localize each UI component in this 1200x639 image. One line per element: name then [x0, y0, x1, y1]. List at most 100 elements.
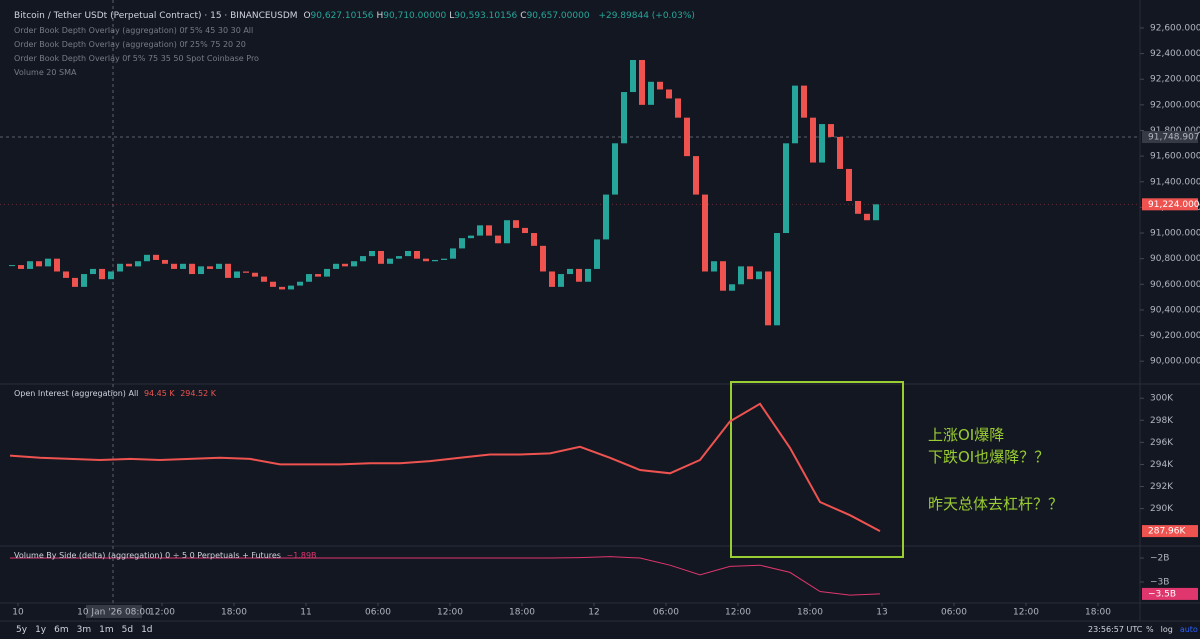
x-tick-label: 12:00	[437, 608, 463, 618]
scale-option[interactable]: %	[1146, 625, 1154, 634]
range-button[interactable]: 3m	[76, 625, 92, 635]
candle	[171, 263, 177, 269]
candle	[396, 256, 402, 259]
scale-option[interactable]: auto	[1179, 625, 1198, 634]
range-button[interactable]: 5y	[16, 625, 28, 635]
candle	[27, 261, 33, 269]
range-button[interactable]: 5d	[121, 625, 134, 635]
range-button[interactable]: 1y	[35, 625, 47, 635]
candle	[18, 265, 24, 269]
range-button[interactable]: 1d	[141, 625, 153, 635]
range-button[interactable]: 6m	[54, 625, 69, 635]
indicator: Volume 20 SMA	[14, 68, 77, 77]
candle	[342, 263, 348, 267]
candle	[405, 250, 411, 257]
candle	[450, 248, 456, 259]
candle	[513, 220, 519, 228]
candle	[153, 254, 159, 260]
candle	[270, 281, 276, 287]
candle	[459, 238, 465, 249]
series-line	[9, 402, 881, 532]
candle	[468, 235, 474, 239]
candle	[324, 268, 330, 277]
candle	[864, 213, 870, 221]
ohlc-value: 90,657.00000	[526, 11, 590, 21]
crosshair-price-label: 91,748.90771	[1148, 133, 1200, 143]
x-tick-label: 18:00	[1085, 608, 1111, 618]
candle	[99, 268, 105, 280]
ohlc-key: L	[449, 11, 455, 21]
last-value-label-bg	[1142, 587, 1198, 600]
x-tick-label: 18:00	[797, 608, 823, 618]
candle	[414, 250, 420, 259]
delta-title: Volume By Side (delta) (aggregation) 0 ÷…	[14, 551, 281, 560]
oi-title: Open Interest (aggregation) All	[14, 389, 139, 398]
candle	[486, 225, 492, 236]
candle	[432, 259, 438, 262]
candle	[666, 89, 672, 99]
candle	[234, 271, 240, 278]
scale-option[interactable]: log	[1160, 625, 1173, 634]
candle	[738, 266, 744, 285]
y-tick-label: 92,200.00000	[1150, 75, 1200, 85]
y-tick-label: 92,400.00000	[1150, 49, 1200, 59]
crosshair-time-bg	[86, 605, 142, 618]
candle	[720, 261, 726, 291]
indicator: Order Book Depth Overlay 0f 5% 75 35 50 …	[14, 54, 259, 63]
symbol: Bitcoin / Tether USDt (Perpetual Contrac…	[14, 11, 298, 21]
x-tick-label: 18:00	[509, 608, 535, 618]
candle	[765, 271, 771, 326]
indicator: Order Book Depth Overlay (aggregation) 0…	[14, 40, 246, 49]
candle	[297, 281, 303, 286]
annotation-line: 下跌OI也爆降？？	[928, 448, 1050, 466]
candle	[540, 245, 546, 272]
last-value-label: −3.5B	[1148, 589, 1176, 599]
candle	[441, 258, 447, 260]
candle	[495, 235, 501, 244]
y-tick-label: 90,200.00000	[1150, 331, 1200, 341]
x-tick-label: 06:00	[653, 608, 679, 618]
y-tick-label: 92,000.00000	[1150, 100, 1200, 110]
x-tick-label: 12:00	[725, 608, 751, 618]
last-price-label: 91,224.00000	[1148, 200, 1200, 210]
y-tick-label: 91,000.00000	[1150, 229, 1200, 239]
y-tick-label: 92,600.00000	[1150, 23, 1200, 33]
ohlc-value: 90,710.00000	[383, 11, 447, 21]
range-button[interactable]: 1m	[99, 625, 114, 635]
candle	[783, 143, 789, 234]
indicator: Order Book Depth Overlay (aggregation) 0…	[14, 26, 254, 35]
candle	[45, 258, 51, 267]
annotation-line: 昨天总体去杠杆？？	[928, 495, 1064, 513]
candle	[288, 285, 294, 290]
candle	[603, 194, 609, 240]
candle	[594, 239, 600, 269]
x-tick-label: 12:00	[1013, 608, 1039, 618]
x-tick-label: 18:00	[221, 608, 247, 618]
candle	[693, 156, 699, 195]
candle	[279, 286, 285, 290]
candle	[522, 227, 528, 234]
ohlc-value: 90,593.10156	[454, 11, 518, 21]
candle	[108, 271, 114, 280]
last-price-label-bg	[1142, 198, 1198, 211]
ohlc: O90,627.10156 H90,710.00000 L90,593.10156 C…	[303, 11, 592, 21]
candle	[675, 98, 681, 118]
candle	[369, 250, 375, 257]
candle	[36, 261, 42, 267]
candle	[63, 271, 69, 278]
y-tick-label: 300K	[1150, 394, 1174, 404]
candle	[810, 117, 816, 163]
y-tick-label: 90,000.00000	[1150, 357, 1200, 367]
x-tick-label: 10	[12, 608, 24, 618]
oi-legend-value: 294.52 K	[180, 389, 216, 398]
candle	[747, 266, 753, 280]
x-tick-label: 06:00	[941, 608, 967, 618]
clock: 23:56:57 UTC	[1088, 625, 1143, 634]
candle	[72, 277, 78, 287]
candle	[648, 81, 654, 105]
delta-legend: Volume By Side (delta) (aggregation) 0 ÷…	[14, 551, 320, 560]
candle	[216, 263, 222, 269]
candle	[549, 271, 555, 287]
candle	[360, 256, 366, 262]
